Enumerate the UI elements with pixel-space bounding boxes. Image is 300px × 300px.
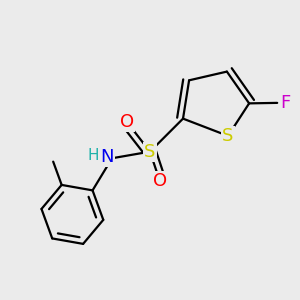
Text: O: O (120, 113, 134, 131)
Text: H: H (87, 148, 99, 163)
Text: O: O (153, 172, 167, 190)
Text: S: S (144, 143, 156, 161)
Text: S: S (222, 127, 234, 145)
Text: N: N (100, 148, 114, 166)
Text: F: F (280, 94, 291, 112)
